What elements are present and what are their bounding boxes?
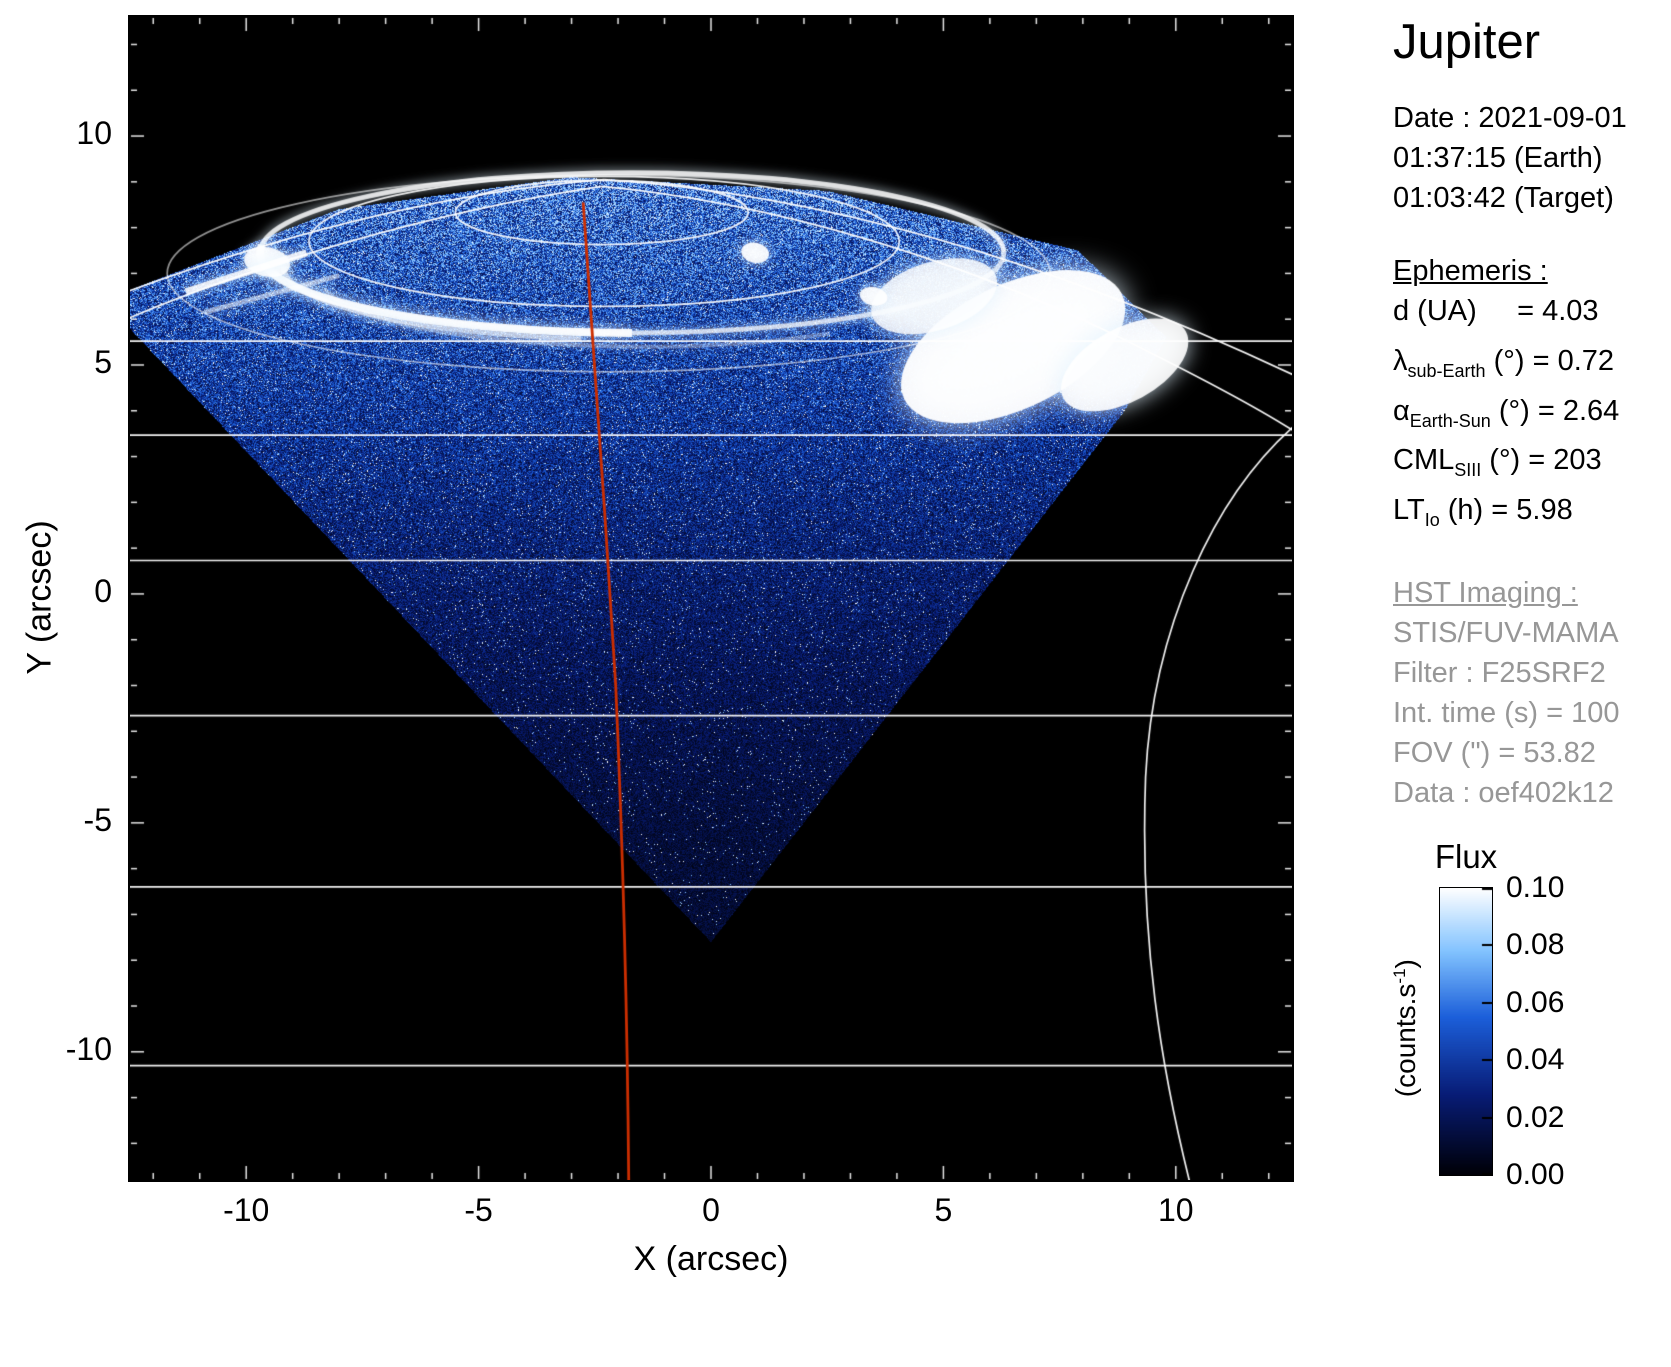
y-tick-label: -5: [20, 802, 112, 839]
colorbar-tick-label: 0.08: [1506, 928, 1616, 962]
time-earth-line: 01:37:15 (Earth): [1393, 138, 1669, 178]
aurora-image-canvas: [130, 17, 1292, 1180]
plot-area: [128, 15, 1294, 1182]
info-panel: Jupiter Date : 2021-09-01 01:37:15 (Eart…: [1393, 14, 1669, 813]
ephemeris-header: Ephemeris :: [1393, 251, 1669, 291]
ephemeris-line-lambda: λsub-Earth (°) = 0.72: [1393, 341, 1669, 391]
ephemeris-line-cml: CMLSIII (°) = 203: [1393, 440, 1669, 490]
colorbar-tick-label: 0.00: [1506, 1158, 1616, 1192]
colorbar-tick-label: 0.06: [1506, 986, 1616, 1020]
figure-title: Jupiter: [1393, 14, 1669, 70]
hst-header: HST Imaging :: [1393, 573, 1669, 613]
colorbar-tick-label: 0.04: [1506, 1043, 1616, 1077]
time-target-line: 01:03:42 (Target): [1393, 178, 1669, 218]
x-axis-label: X (arcsec): [561, 1240, 861, 1279]
date-line: Date : 2021-09-01: [1393, 98, 1669, 138]
colorbar-gradient: [1440, 888, 1492, 1175]
ephemeris-line-lt: LTIo (h) = 5.98: [1393, 490, 1669, 540]
ephemeris-line-alpha: αEarth-Sun (°) = 2.64: [1393, 391, 1669, 441]
colorbar-tick-label: 0.02: [1506, 1101, 1616, 1135]
y-tick-label: -10: [20, 1031, 112, 1068]
y-tick-label: 10: [20, 115, 112, 152]
hst-dataset: Data : oef402k12: [1393, 773, 1669, 813]
hst-filter: Filter : F25SRF2: [1393, 653, 1669, 693]
x-tick-label: 10: [1116, 1192, 1236, 1229]
y-tick-label: 5: [20, 344, 112, 381]
hst-fov: FOV (") = 53.82: [1393, 733, 1669, 773]
hst-instrument: STIS/FUV-MAMA: [1393, 613, 1669, 653]
colorbar-tick-label: 0.10: [1506, 871, 1616, 905]
colorbar: [1439, 887, 1493, 1176]
colorbar-unit-label: (counts.s-1): [1390, 868, 1422, 1188]
hst-int-time: Int. time (s) = 100: [1393, 693, 1669, 733]
figure: X (arcsec) Y (arcsec) Jupiter Date : 202…: [0, 0, 1671, 1367]
x-tick-label: -5: [419, 1192, 539, 1229]
date-block: Date : 2021-09-01 01:37:15 (Earth) 01:03…: [1393, 98, 1669, 218]
y-tick-label: 0: [20, 573, 112, 610]
x-tick-label: 0: [651, 1192, 771, 1229]
x-tick-label: -10: [186, 1192, 306, 1229]
x-tick-label: 5: [883, 1192, 1003, 1229]
ephemeris-line-d: d (UA) = 4.03: [1393, 291, 1669, 341]
